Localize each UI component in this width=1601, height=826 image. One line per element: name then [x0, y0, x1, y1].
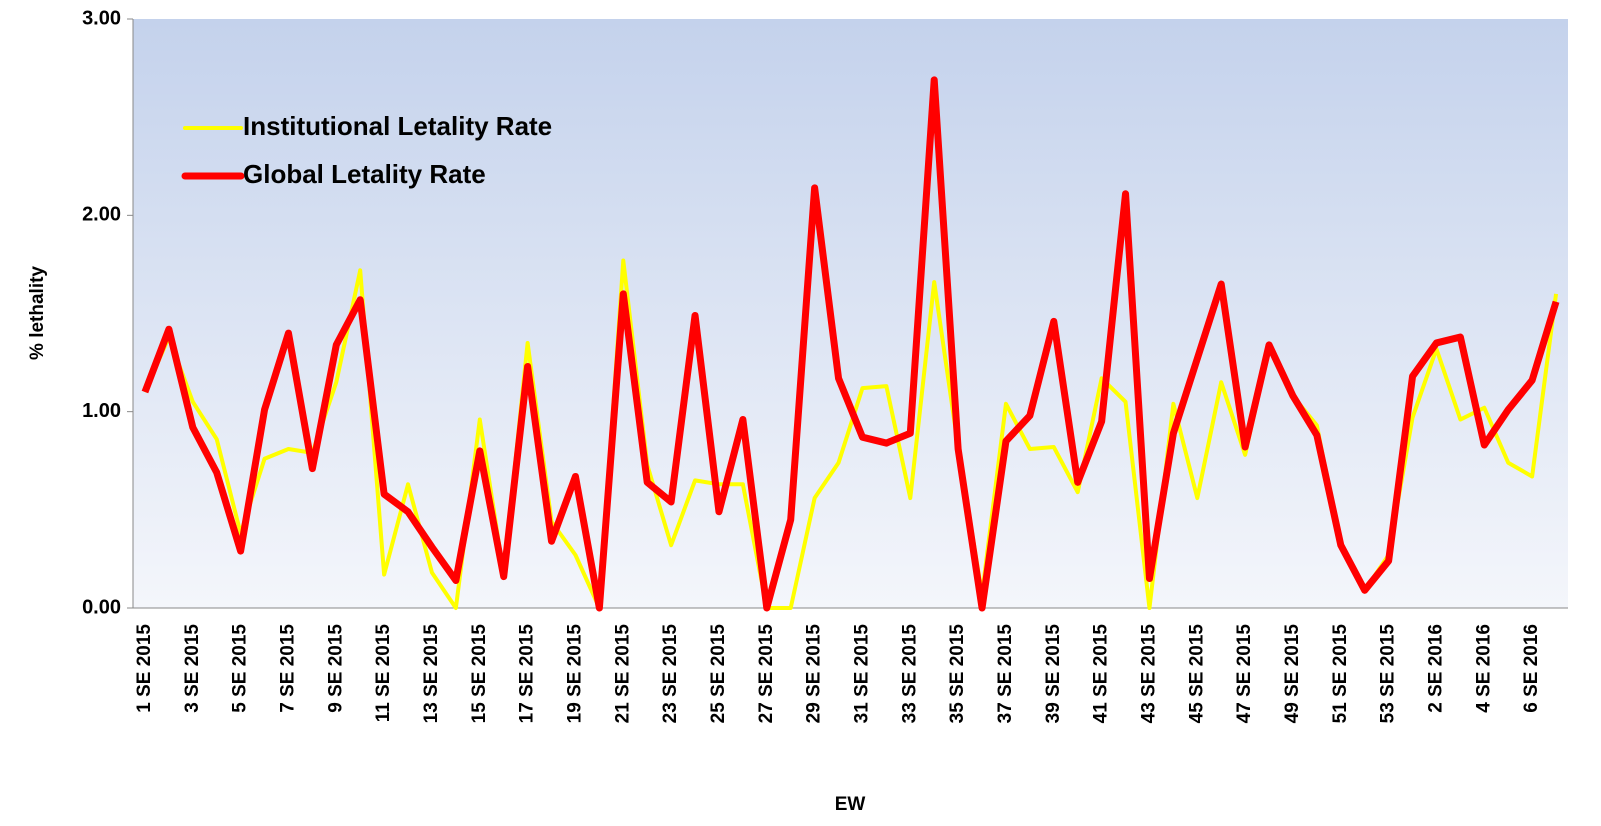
plot-area: [133, 19, 1568, 608]
x-tick-label: 1 SE 2015: [134, 624, 155, 713]
x-tick-label: 9 SE 2015: [325, 624, 346, 713]
x-tick-label: 17 SE 2015: [517, 624, 538, 724]
y-axis-label: % lethality: [27, 266, 48, 360]
x-tick-label: 21 SE 2015: [612, 624, 633, 724]
x-tick-label: 3 SE 2015: [182, 624, 203, 713]
x-tick-label: 13 SE 2015: [421, 624, 442, 724]
series-line: [141, 76, 1560, 612]
x-tick-label: 5 SE 2015: [230, 624, 251, 713]
y-tick-label: 3.00: [82, 7, 121, 29]
x-tick-label: 49 SE 2015: [1282, 624, 1303, 724]
x-tick-label: 11 SE 2015: [373, 624, 394, 723]
x-tick-label: 15 SE 2015: [469, 624, 490, 724]
x-tick-label: 25 SE 2015: [708, 624, 729, 724]
x-tick-label: 39 SE 2015: [1043, 624, 1064, 724]
x-tick-label: 35 SE 2015: [947, 624, 968, 724]
x-tick-label: 23 SE 2015: [660, 624, 681, 724]
legend-label: Global Letality Rate: [243, 159, 486, 189]
x-tick-label: 27 SE 2015: [756, 624, 777, 724]
legend-label: Institutional Letality Rate: [243, 111, 552, 141]
y-tick-label: 0.00: [82, 596, 121, 618]
x-tick-label: 7 SE 2015: [277, 624, 298, 713]
x-tick-label: 2 SE 2016: [1425, 624, 1446, 713]
x-tick-label: 19 SE 2015: [564, 624, 585, 724]
x-tick-label: 45 SE 2015: [1186, 624, 1207, 724]
x-axis-label: EW: [835, 794, 866, 815]
y-tick-label: 2.00: [82, 204, 121, 226]
x-tick-label: 37 SE 2015: [995, 624, 1016, 724]
x-tick-label: 31 SE 2015: [851, 624, 872, 724]
x-tick-label: 41 SE 2015: [1091, 624, 1112, 724]
x-tick-label: 6 SE 2016: [1521, 624, 1542, 713]
x-tick-label: 51 SE 2015: [1330, 624, 1351, 724]
x-tick-label: 43 SE 2015: [1138, 624, 1159, 724]
x-tick-label: 47 SE 2015: [1234, 624, 1255, 724]
x-tick-label: 33 SE 2015: [899, 624, 920, 724]
x-tick-label: 29 SE 2015: [804, 624, 825, 724]
y-tick-label: 1.00: [82, 400, 121, 422]
x-tick-label: 53 SE 2015: [1378, 624, 1399, 724]
x-tick-label: 4 SE 2016: [1473, 624, 1494, 713]
